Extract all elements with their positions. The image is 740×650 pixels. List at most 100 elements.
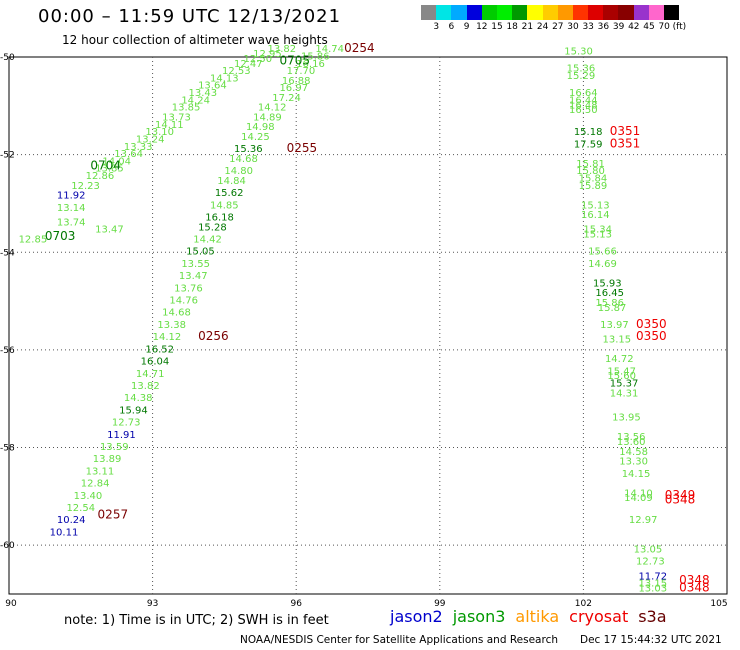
wave-height-label: 16.48 (569, 100, 598, 111)
x-tick-label: 96 (290, 599, 302, 609)
wave-height-label: 14.13 (210, 73, 239, 84)
wave-height-label: 14.11 (155, 120, 184, 131)
wave-height-label: 15.30 (564, 47, 593, 58)
wave-height-label: 14.12 (153, 332, 182, 343)
color-scale-labels: 3 6 9 12 15 18 21 24 27 30 33 36 39 42 45 70 (ft) (421, 22, 740, 34)
wave-height-label: 14.72 (605, 354, 634, 365)
wave-height-label: 16.50 (569, 105, 598, 116)
wave-height-label: 16.97 (279, 83, 308, 94)
wave-height-label: 12.86 (86, 171, 115, 182)
wave-height-label: 14.42 (193, 235, 222, 246)
y-tick-label: -54 (0, 248, 15, 258)
wave-height-label: 13.15 (638, 579, 667, 590)
wave-height-label: 13.82 (131, 381, 160, 392)
wave-height-label: 15.37 (610, 379, 639, 390)
wave-height-label: 15.18 (574, 127, 603, 138)
wave-height-label: 13.14 (57, 203, 86, 214)
wave-height-label: 17.59 (574, 139, 603, 150)
legend-jason3: jason3 (452, 607, 506, 626)
pass-time-label: 0348 (679, 573, 710, 587)
grid-lines (9, 57, 727, 594)
wave-height-label: 16.14 (581, 210, 610, 221)
axis-ticks: 90 93 96 99 102 105 -50 -52 -54 -56 -58 -60 (0, 53, 728, 609)
wave-height-label: 13.64 (198, 81, 227, 92)
wave-height-label: 13.74 (57, 217, 86, 228)
wave-height-label: 12.47 (234, 59, 263, 70)
y-tick-label: -50 (0, 53, 15, 63)
scale-swatch (572, 5, 589, 20)
y-tick-label: -52 (0, 151, 15, 161)
wave-height-label: 15.80 (576, 166, 605, 177)
wave-height-label: 15.47 (607, 366, 636, 377)
map-title: 00:00 – 11:59 UTC 12/13/2021 (38, 6, 342, 27)
wave-height-label: 13.40 (74, 491, 103, 502)
wave-height-label: 13.03 (638, 584, 667, 595)
pass-time-label: 0350 (636, 329, 667, 343)
scale-swatch (648, 5, 664, 20)
wave-height-label: 17.24 (272, 93, 301, 104)
wave-height-label: 13.30 (619, 457, 648, 468)
wave-height-label: 14.85 (210, 200, 239, 211)
wave-height-label: 12.95 (253, 49, 282, 60)
scale-label: 9 (463, 22, 470, 32)
wave-height-label: 14.12 (258, 103, 287, 114)
x-tick-label: 102 (575, 599, 592, 609)
scale-label: 30 (567, 22, 579, 32)
wave-height-label: 15.13 (583, 230, 612, 241)
wave-height-label: 16.64 (569, 88, 598, 99)
scale-label: 42 (628, 22, 640, 32)
scale-label: 33 (582, 22, 594, 32)
wave-height-label: 11.72 (638, 571, 667, 582)
wave-height-label: 15.89 (579, 181, 608, 192)
wave-height-label: 14.98 (246, 122, 275, 133)
wave-height-label: 13.56 (617, 432, 646, 443)
scale-label: 12 (476, 22, 488, 32)
wave-height-label: 13.95 (612, 413, 641, 424)
scale-label: (ft) (672, 22, 687, 32)
scale-swatch (512, 5, 528, 20)
wave-height-label: 12.50 (244, 54, 273, 65)
pass-time-label: 0351 (610, 136, 641, 150)
pass-time-label: 0255 (287, 141, 318, 155)
wave-height-label: 13.82 (267, 44, 296, 55)
credit-line: NOAA/NESDIS Center for Satellite Applica… (240, 634, 558, 646)
wave-height-label: 12.53 (222, 66, 251, 77)
pass-time-label: 0348 (679, 581, 710, 595)
y-tick-label: -58 (0, 444, 15, 454)
wave-height-label: 15.66 (588, 247, 617, 258)
legend-s3a: s3a (638, 607, 667, 626)
wave-height-label: 13.89 (93, 454, 122, 465)
wave-height-label: 14.80 (224, 166, 253, 177)
wave-height-label: 12.54 (66, 503, 95, 514)
wave-height-label: 13.24 (136, 134, 165, 145)
pass-time-label: 0705 (279, 53, 310, 67)
legend-jason2: jason2 (390, 607, 443, 626)
scale-swatch (542, 5, 558, 20)
wave-height-label: 12.73 (636, 557, 665, 568)
scale-swatch (436, 5, 452, 20)
wave-height-label: 14.69 (588, 259, 617, 270)
wave-height-label: 15.28 (198, 222, 227, 233)
x-tick-label: 99 (434, 599, 446, 609)
wave-height-label: 16.04 (141, 357, 170, 368)
pass-time-label: 0254 (344, 41, 375, 55)
wave-height-label: 15.62 (215, 188, 244, 199)
scale-label: 27 (552, 22, 564, 32)
scale-label: 21 (521, 22, 534, 32)
wave-height-label: 15.60 (607, 371, 636, 382)
wave-height-label: 14.84 (217, 176, 246, 187)
pass-time-label: 0348 (665, 493, 696, 507)
color-scale (421, 5, 680, 20)
wave-height-label: 13.43 (189, 88, 218, 99)
wave-height-label: 13.10 (145, 127, 174, 138)
wave-height-label: 13.11 (86, 466, 115, 477)
scale-swatch (451, 5, 467, 20)
wave-height-label: 14.31 (610, 388, 639, 399)
wave-height-label: 15.86 (595, 298, 624, 309)
wave-height-label: 16.45 (595, 288, 624, 299)
wave-height-label: 14.24 (181, 95, 210, 106)
wave-height-label: 13.33 (124, 142, 153, 153)
pass-time-label: 0257 (98, 507, 129, 521)
wave-height-label: 13.15 (603, 335, 632, 346)
scale-label: 3 (433, 22, 440, 32)
